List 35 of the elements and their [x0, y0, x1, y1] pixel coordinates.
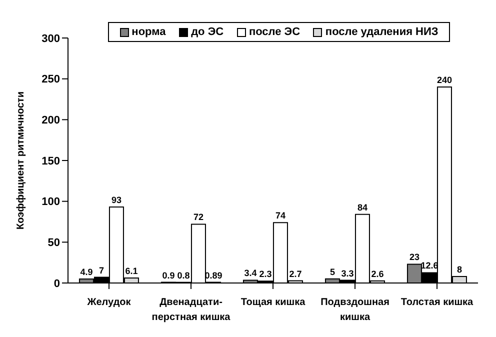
data-label: 240 [436, 75, 452, 85]
y-tick-label: 100 [42, 196, 60, 208]
x-tick-label: Двенадцати-перстная кишка [152, 297, 231, 323]
data-label: 74 [275, 210, 286, 221]
data-label: 6.1 [125, 266, 138, 276]
y-tick-label: 300 [42, 32, 60, 45]
legend-label: после удаления НИЗ [325, 26, 438, 38]
x-tick-label: Подвздошная кишка [320, 297, 390, 323]
y-axis-title: Коэффициент ритмичности [16, 92, 27, 230]
data-label: 3.4 [244, 268, 257, 278]
y-tick-label: 250 [42, 74, 60, 86]
data-label: 23 [409, 252, 420, 262]
data-label: 84 [357, 202, 368, 212]
data-label: 4.9 [80, 267, 93, 277]
x-tick-label: Толстая кишка [400, 297, 474, 308]
data-label: 3.3 [341, 268, 354, 278]
y-tick-label: 50 [48, 237, 60, 250]
data-label: 8 [456, 264, 462, 274]
legend-label: после ЭС [248, 26, 300, 38]
x-tick-label: Тощая кишка [240, 297, 306, 308]
x-tick-label: Желудок [86, 297, 132, 308]
data-label: 5 [330, 266, 335, 277]
data-label: 2.6 [371, 268, 384, 279]
data-label: 2.7 [289, 268, 302, 279]
data-label: 2.3 [259, 269, 272, 280]
legend-label: норма [132, 26, 166, 38]
data-label: 0.8 [177, 270, 190, 280]
data-label: 7 [98, 265, 104, 276]
data-label: 0.9 [162, 270, 175, 280]
data-label: 72 [193, 212, 204, 222]
data-label: 93 [111, 195, 122, 206]
legend-label: до ЭС [191, 26, 224, 38]
y-tick-label: 200 [42, 114, 60, 127]
y-tick-label: 150 [42, 155, 60, 168]
y-tick-label: 0 [54, 278, 60, 290]
